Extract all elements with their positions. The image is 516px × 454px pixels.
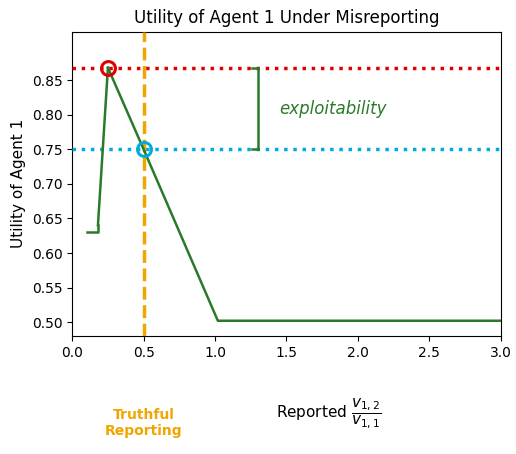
Text: exploitability: exploitability [279,99,387,118]
Text: Reported $\dfrac{v_{1,2}}{v_{1,1}}$: Reported $\dfrac{v_{1,2}}{v_{1,1}}$ [277,397,382,431]
Title: Utility of Agent 1 Under Misreporting: Utility of Agent 1 Under Misreporting [134,10,439,27]
Y-axis label: Utility of Agent 1: Utility of Agent 1 [11,119,26,248]
Text: Truthful
Reporting: Truthful Reporting [105,408,183,439]
